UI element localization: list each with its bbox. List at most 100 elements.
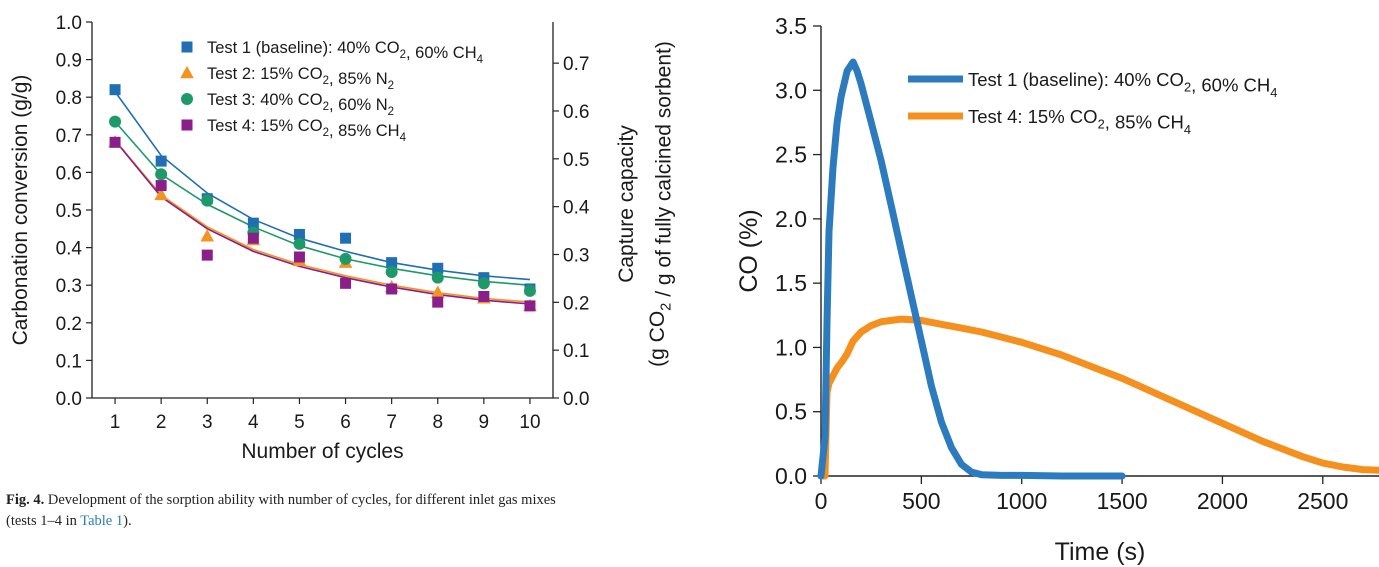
- chart-cycles: 0.0 0.1 0.2 0.3 0.4 0.5 0.6 0.7 0.8 0.9 1.0 0.0 0.1 0…: [9, 13, 675, 463]
- x-tick-label: 1500: [1096, 488, 1147, 514]
- y-tick-label: 0.2: [56, 314, 82, 335]
- x-tick-label: 7: [386, 412, 397, 433]
- data-point-test-3: [523, 284, 536, 297]
- y-tick-label: 1.0: [775, 334, 807, 360]
- y2-tick-label: 0.6: [563, 102, 589, 123]
- x-tick-label: 500: [902, 488, 940, 514]
- x-tick-label: 4: [248, 412, 259, 433]
- legend-marker-2: [180, 65, 194, 79]
- y-axis-label: CO (%): [735, 209, 763, 292]
- series-line-1: [817, 58, 1126, 480]
- legend-marker-4: [181, 119, 193, 131]
- y-tick-label: 0.9: [56, 51, 82, 72]
- y-tick-label: 0.4: [56, 239, 83, 260]
- x-tick-label: 2000: [1197, 488, 1248, 514]
- x-tick-label: 2: [156, 412, 167, 433]
- y-tick-label: 2.5: [775, 142, 807, 168]
- data-point-test-4: [201, 249, 213, 261]
- data-point-test-3: [477, 277, 490, 290]
- data-point-test-1: [155, 155, 167, 167]
- x-tick-label: 10: [519, 412, 540, 433]
- x-tick-label: 9: [479, 412, 490, 433]
- fit-curve-2: [114, 139, 531, 303]
- data-point-test-3: [155, 168, 168, 181]
- x-tick-label: 2500: [1297, 488, 1348, 514]
- y-tick-label: 0.8: [56, 88, 82, 109]
- y-tick-label: 0.0: [56, 389, 82, 410]
- legend-label-2: Test 4: 15% CO2, 85% CH4: [968, 106, 1191, 137]
- data-point-test-4: [293, 251, 305, 263]
- y2-axis-label: Capture capacity: [615, 125, 638, 283]
- y-tick-label: 0.7: [56, 126, 82, 147]
- y-tick-label: 3.0: [775, 77, 807, 103]
- x-tick-label: 0: [815, 488, 828, 514]
- data-point-test-4: [386, 283, 398, 295]
- y2-tick-label: 0.3: [563, 245, 589, 266]
- data-point-test-2: [200, 229, 215, 242]
- fit-curve-4: [114, 139, 531, 305]
- legend: Test 1 (baseline): 40% CO2, 60% CH4Test …: [180, 39, 484, 144]
- data-point-test-4: [247, 232, 259, 244]
- data-point-test-3: [293, 237, 306, 250]
- y2-axis-label-units: (g CO2 / g of fully calcined sorbent): [646, 41, 675, 367]
- legend-marker-3: [181, 93, 193, 105]
- x-tick-label: 1: [110, 412, 121, 433]
- data-point-test-1: [109, 84, 121, 96]
- data-point-test-4: [340, 277, 352, 289]
- data-point-test-2: [430, 285, 445, 298]
- y-tick-label: 0.3: [56, 276, 82, 297]
- data-point-test-1: [293, 228, 305, 240]
- y-tick-label: 2.0: [775, 206, 807, 232]
- fit-curve-3: [114, 121, 531, 286]
- legend-label-2: Test 2: 15% CO2, 85% N2: [207, 65, 394, 92]
- legend-label-1: Test 1 (baseline): 40% CO2, 60% CH4: [207, 39, 484, 66]
- y2-tick-label: 0.2: [563, 293, 589, 314]
- data-point-test-3: [431, 271, 444, 284]
- x-axis-label: Number of cycles: [241, 440, 403, 463]
- x-tick-label: 5: [294, 412, 305, 433]
- data-point-test-4: [478, 290, 490, 302]
- figure-caption: Fig. 4. Development of the sorption abil…: [6, 490, 566, 532]
- caption-text-end: ).: [123, 513, 132, 529]
- fit-curve-1: [114, 91, 531, 281]
- data-point-test-1: [340, 232, 352, 244]
- data-point-test-1: [386, 257, 398, 269]
- data-point-test-2: [154, 187, 168, 201]
- data-point-test-4: [109, 136, 121, 148]
- caption-table-link[interactable]: Table 1: [80, 513, 124, 529]
- y-tick-label: 0.1: [56, 351, 82, 372]
- legend-marker-1: [181, 41, 193, 53]
- legend-label-4: Test 4: 15% CO2, 85% CH4: [207, 117, 407, 144]
- y-tick-label: 1.0: [56, 13, 82, 34]
- x-tick-label: 6: [340, 412, 351, 433]
- caption-text: Development of the sorption ability with…: [6, 492, 556, 529]
- series-line-2: [817, 315, 1379, 480]
- x-tick-label: 1000: [996, 488, 1047, 514]
- legend-label-3: Test 3: 40% CO2, 60% N2: [207, 91, 394, 118]
- y2-tick-label: 0.4: [563, 198, 590, 219]
- y2-tick-label: 0.1: [563, 341, 589, 362]
- y-tick-label: 0.6: [56, 163, 82, 184]
- y-tick-label: 3.5: [775, 13, 807, 39]
- data-point-test-4: [432, 296, 444, 308]
- x-axis-label: Time (s): [1055, 538, 1146, 566]
- y-tick-label: 0.5: [775, 399, 807, 425]
- x-tick-label: 8: [432, 412, 443, 433]
- data-point-test-1: [432, 262, 444, 274]
- y-tick-label: 1.5: [775, 270, 807, 296]
- data-point-test-3: [339, 252, 352, 265]
- y2-tick-label: 0.5: [563, 150, 589, 171]
- data-point-test-4: [524, 300, 536, 312]
- y2-tick-label: 0.7: [563, 54, 589, 75]
- y2-tick-label: 0.0: [563, 389, 589, 410]
- x-tick-label: 3: [202, 412, 213, 433]
- y-tick-label: 0.5: [56, 201, 82, 222]
- legend-label-1: Test 1 (baseline): 40% CO2, 60% CH4: [968, 69, 1277, 100]
- legend: Test 1 (baseline): 40% CO2, 60% CH4 Test …: [908, 69, 1277, 137]
- data-point-test-3: [385, 266, 398, 279]
- chart-co-time: 0.0 0.5 1.0 1.5 2.0 2.5 3.0 3.5 0 500 1000 1500 2000…: [735, 13, 1379, 566]
- y-tick-label: 0.0: [775, 463, 807, 489]
- y-axis-label: Carbonation conversion (g/g): [9, 75, 32, 346]
- data-point-test-3: [201, 194, 214, 207]
